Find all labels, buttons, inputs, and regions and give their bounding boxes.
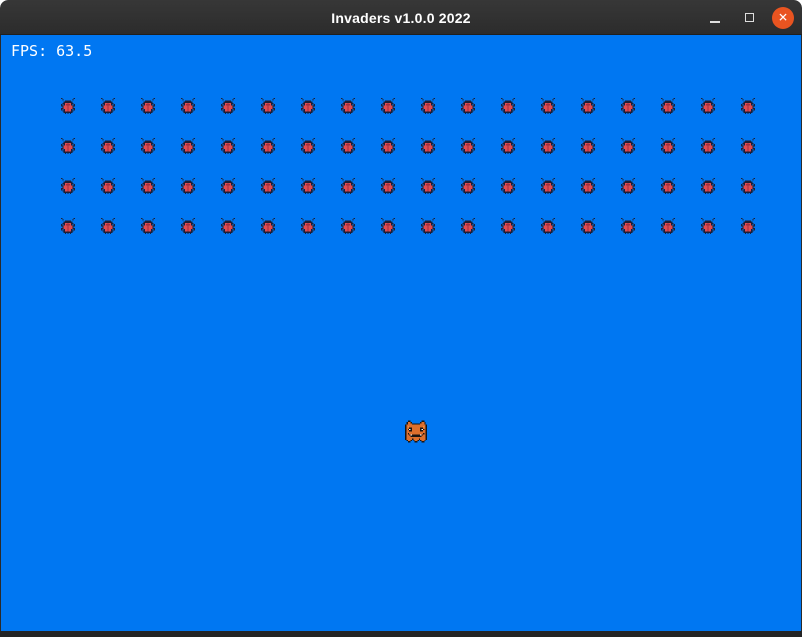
window-title: Invaders v1.0.0 2022	[331, 9, 471, 26]
close-button[interactable]: ✕	[772, 6, 794, 29]
minimize-button[interactable]	[704, 7, 726, 29]
maximize-icon	[744, 13, 754, 22]
fps-counter: FPS: 63.5	[11, 42, 92, 60]
titlebar[interactable]: Invaders v1.0.0 2022 ✕	[0, 0, 802, 35]
fps-value: 63.5	[56, 42, 93, 60]
minimize-icon	[710, 20, 720, 23]
maximize-button[interactable]	[738, 7, 760, 29]
window-controls: ✕	[704, 0, 794, 35]
close-icon: ✕	[777, 10, 789, 24]
game-canvas[interactable]: FPS: 63.5	[0, 35, 802, 631]
window-bottom-border	[0, 631, 802, 637]
fps-label: FPS:	[11, 42, 48, 60]
